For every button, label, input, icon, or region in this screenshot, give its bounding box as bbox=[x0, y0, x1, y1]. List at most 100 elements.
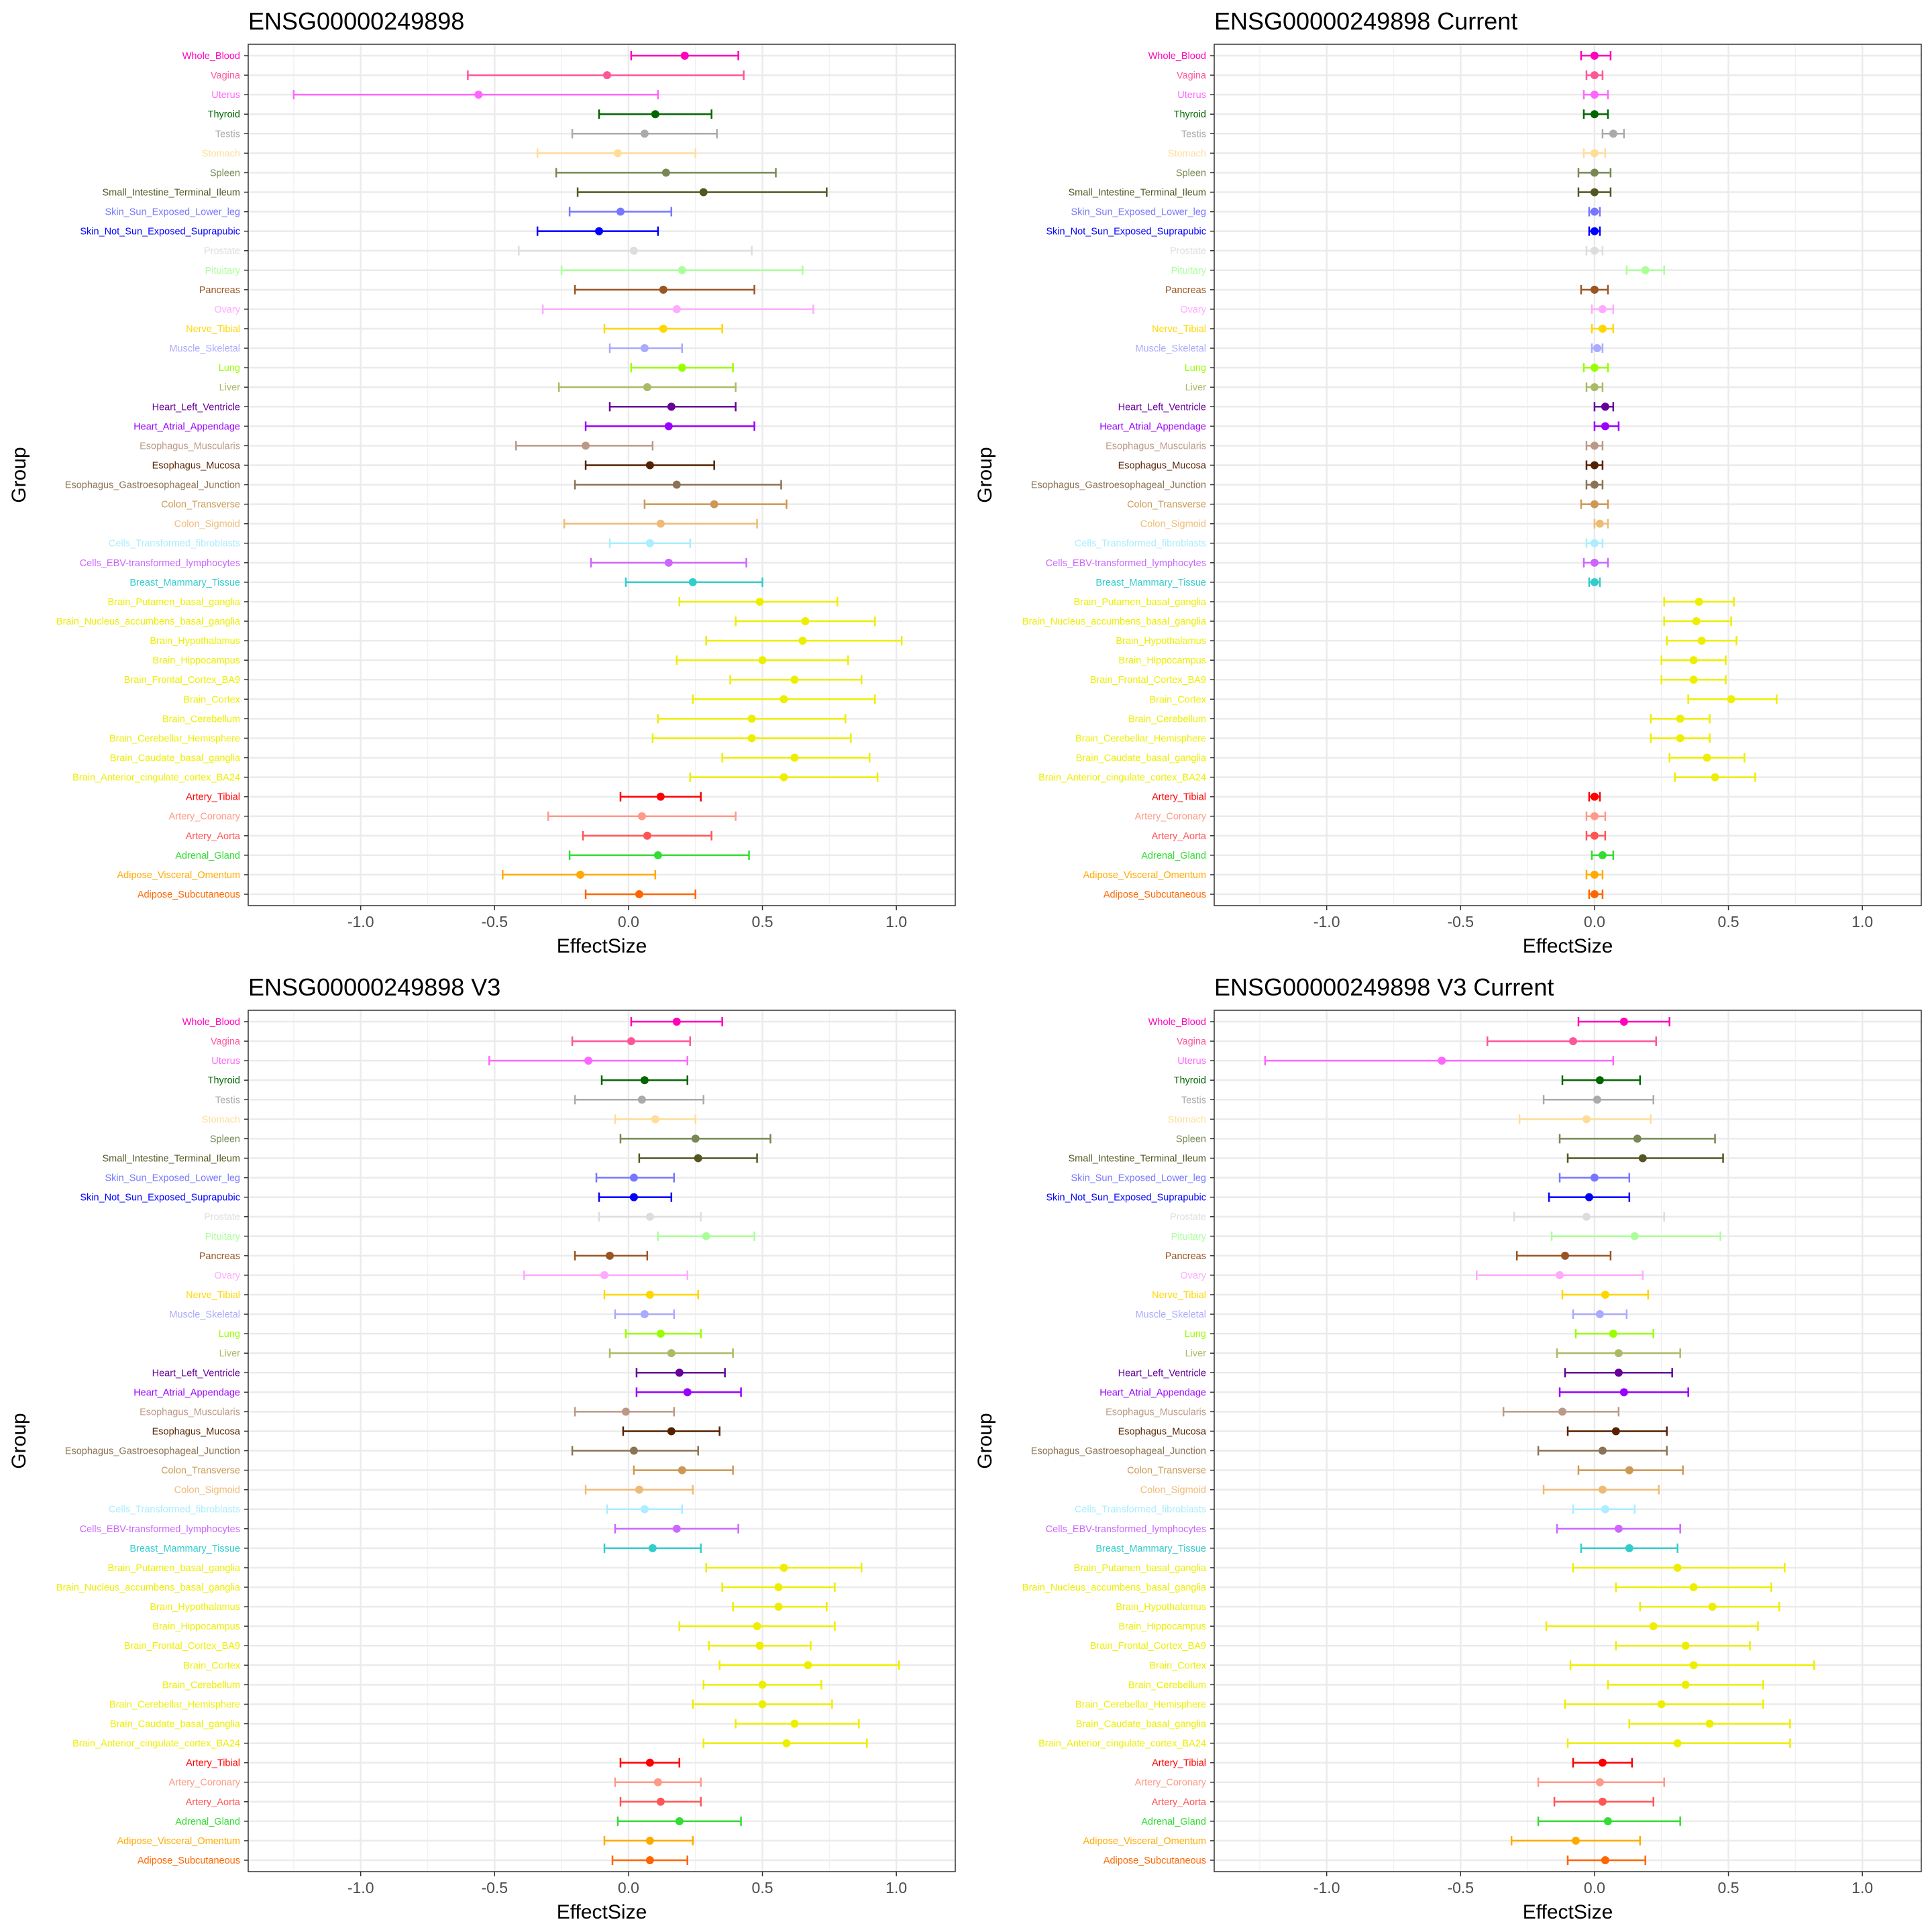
y-tick-label: Prostate bbox=[1170, 1212, 1206, 1223]
y-tick-label: Adipose_Visceral_Omentum bbox=[1083, 870, 1207, 881]
effect-point bbox=[645, 461, 654, 470]
y-tick-label: Colon_Sigmoid bbox=[174, 1485, 240, 1496]
y-tick-label: Heart_Left_Ventricle bbox=[1118, 1368, 1206, 1379]
y-tick-label: Skin_Sun_Exposed_Lower_leg bbox=[1071, 1173, 1206, 1184]
effect-point bbox=[1590, 792, 1599, 801]
effect-point bbox=[755, 597, 764, 606]
x-tick-label: 0.0 bbox=[1584, 1879, 1605, 1896]
y-tick-label: Skin_Sun_Exposed_Lower_leg bbox=[1071, 207, 1206, 218]
y-tick-label: Artery_Coronary bbox=[169, 812, 241, 822]
y-tick-label: Cells_Transformed_fibroblasts bbox=[1075, 1505, 1206, 1515]
effect-point bbox=[1590, 188, 1599, 197]
y-tick-label: Pancreas bbox=[1165, 285, 1206, 296]
y-tick-label: Breast_Mammary_Tissue bbox=[129, 578, 240, 588]
y-tick-label: Brain_Nucleus_accumbens_basal_ganglia bbox=[56, 1582, 241, 1593]
effect-point bbox=[675, 1368, 684, 1377]
effect-point bbox=[1590, 1173, 1599, 1182]
y-tick-label: Uterus bbox=[211, 1056, 240, 1067]
y-tick-label: Artery_Aorta bbox=[1152, 831, 1207, 842]
effect-point bbox=[1601, 1856, 1609, 1864]
y-tick-label: Vagina bbox=[1177, 70, 1207, 81]
effect-point bbox=[1598, 1485, 1607, 1494]
effect-point bbox=[1595, 1778, 1604, 1786]
effect-point bbox=[1697, 637, 1706, 645]
effect-point bbox=[656, 792, 665, 801]
x-tick-label: -0.5 bbox=[1447, 1879, 1474, 1896]
effect-point bbox=[1590, 246, 1599, 255]
effect-point bbox=[645, 1836, 654, 1845]
x-tick-label: -0.5 bbox=[1447, 913, 1474, 930]
y-tick-label: Artery_Coronary bbox=[1135, 812, 1207, 822]
y-tick-label: Cells_EBV-transformed_lymphocytes bbox=[1046, 1524, 1206, 1535]
y-tick-label: Esophagus_Mucosa bbox=[152, 1426, 241, 1437]
x-tick-label: 0.0 bbox=[618, 913, 639, 930]
y-tick-label: Heart_Atrial_Appendage bbox=[1099, 1387, 1206, 1398]
y-tick-label: Esophagus_Mucosa bbox=[1118, 1426, 1207, 1437]
effect-point bbox=[640, 1505, 649, 1513]
y-tick-label: Artery_Tibial bbox=[186, 1758, 240, 1769]
y-tick-label: Heart_Atrial_Appendage bbox=[133, 1387, 240, 1398]
effect-point bbox=[1585, 1193, 1593, 1201]
x-tick-label: 1.0 bbox=[885, 1879, 907, 1896]
y-tick-label: Brain_Cortex bbox=[183, 694, 240, 705]
effect-point bbox=[780, 1563, 788, 1572]
y-tick-label: Artery_Tibial bbox=[186, 792, 240, 803]
effect-point bbox=[1593, 344, 1601, 353]
effect-point bbox=[1689, 656, 1698, 665]
y-tick-label: Thyroid bbox=[208, 109, 240, 120]
effect-point bbox=[1614, 1524, 1623, 1533]
y-tick-label: Testis bbox=[215, 129, 240, 140]
effect-point bbox=[755, 1642, 764, 1650]
y-tick-label: Brain_Cerebellum bbox=[162, 1680, 240, 1690]
y-tick-label: Brain_Caudate_basal_ganglia bbox=[110, 1719, 241, 1730]
y-tick-label: Brain_Cortex bbox=[183, 1660, 240, 1671]
y-axis-title: Group bbox=[8, 1413, 30, 1468]
effect-point bbox=[672, 1524, 681, 1533]
effect-point bbox=[640, 129, 649, 138]
y-tick-label: Brain_Frontal_Cortex_BA9 bbox=[124, 1641, 240, 1652]
effect-point bbox=[664, 422, 673, 431]
x-tick-label: -0.5 bbox=[481, 1879, 508, 1896]
y-tick-label: Brain_Nucleus_accumbens_basal_ganglia bbox=[1022, 616, 1207, 627]
effect-point bbox=[653, 851, 662, 859]
effect-point bbox=[1590, 578, 1599, 586]
effect-point bbox=[1590, 227, 1599, 235]
y-tick-label: Prostate bbox=[1170, 246, 1206, 257]
y-tick-label: Lung bbox=[219, 363, 240, 374]
effect-point bbox=[1590, 890, 1599, 898]
effect-point bbox=[1601, 422, 1609, 431]
effect-point bbox=[1705, 1719, 1714, 1728]
effect-point bbox=[584, 1057, 593, 1065]
effect-point bbox=[1590, 91, 1599, 99]
y-tick-label: Brain_Hippocampus bbox=[1118, 655, 1206, 666]
effect-point bbox=[640, 1310, 649, 1319]
y-tick-label: Breast_Mammary_Tissue bbox=[129, 1544, 240, 1554]
y-tick-label: Uterus bbox=[1177, 1056, 1206, 1067]
y-tick-label: Brain_Hypothalamus bbox=[150, 636, 240, 647]
y-tick-label: Brain_Cerebellum bbox=[1128, 1680, 1206, 1690]
effect-point bbox=[1657, 1700, 1666, 1709]
y-tick-label: Colon_Transverse bbox=[161, 1466, 240, 1477]
y-tick-label: Pituitary bbox=[205, 266, 241, 276]
y-tick-label: Brain_Cerebellar_Hemisphere bbox=[109, 1699, 240, 1710]
y-tick-label: Brain_Hypothalamus bbox=[1116, 636, 1206, 647]
y-tick-label: Cells_Transformed_fibroblasts bbox=[109, 539, 240, 549]
effect-point bbox=[1590, 831, 1599, 840]
y-tick-label: Brain_Hippocampus bbox=[152, 1621, 240, 1632]
effect-point bbox=[651, 110, 659, 119]
y-tick-label: Skin_Sun_Exposed_Lower_leg bbox=[105, 207, 240, 218]
y-tick-label: Vagina bbox=[211, 70, 241, 81]
effect-point bbox=[645, 1856, 654, 1864]
effect-point bbox=[790, 676, 799, 684]
y-tick-label: Esophagus_Gastroesophageal_Junction bbox=[65, 1446, 240, 1457]
y-tick-label: Brain_Cerebellar_Hemisphere bbox=[1075, 733, 1206, 744]
effect-point bbox=[474, 91, 483, 99]
y-tick-label: Brain_Caudate_basal_ganglia bbox=[1076, 753, 1207, 764]
y-tick-label: Colon_Sigmoid bbox=[174, 519, 240, 530]
effect-point bbox=[680, 52, 689, 60]
x-tick-label: 1.0 bbox=[1851, 913, 1873, 930]
effect-point bbox=[798, 637, 807, 645]
effect-point bbox=[1595, 519, 1604, 528]
y-tick-label: Thyroid bbox=[208, 1075, 240, 1086]
y-tick-label: Heart_Left_Ventricle bbox=[1118, 402, 1206, 413]
